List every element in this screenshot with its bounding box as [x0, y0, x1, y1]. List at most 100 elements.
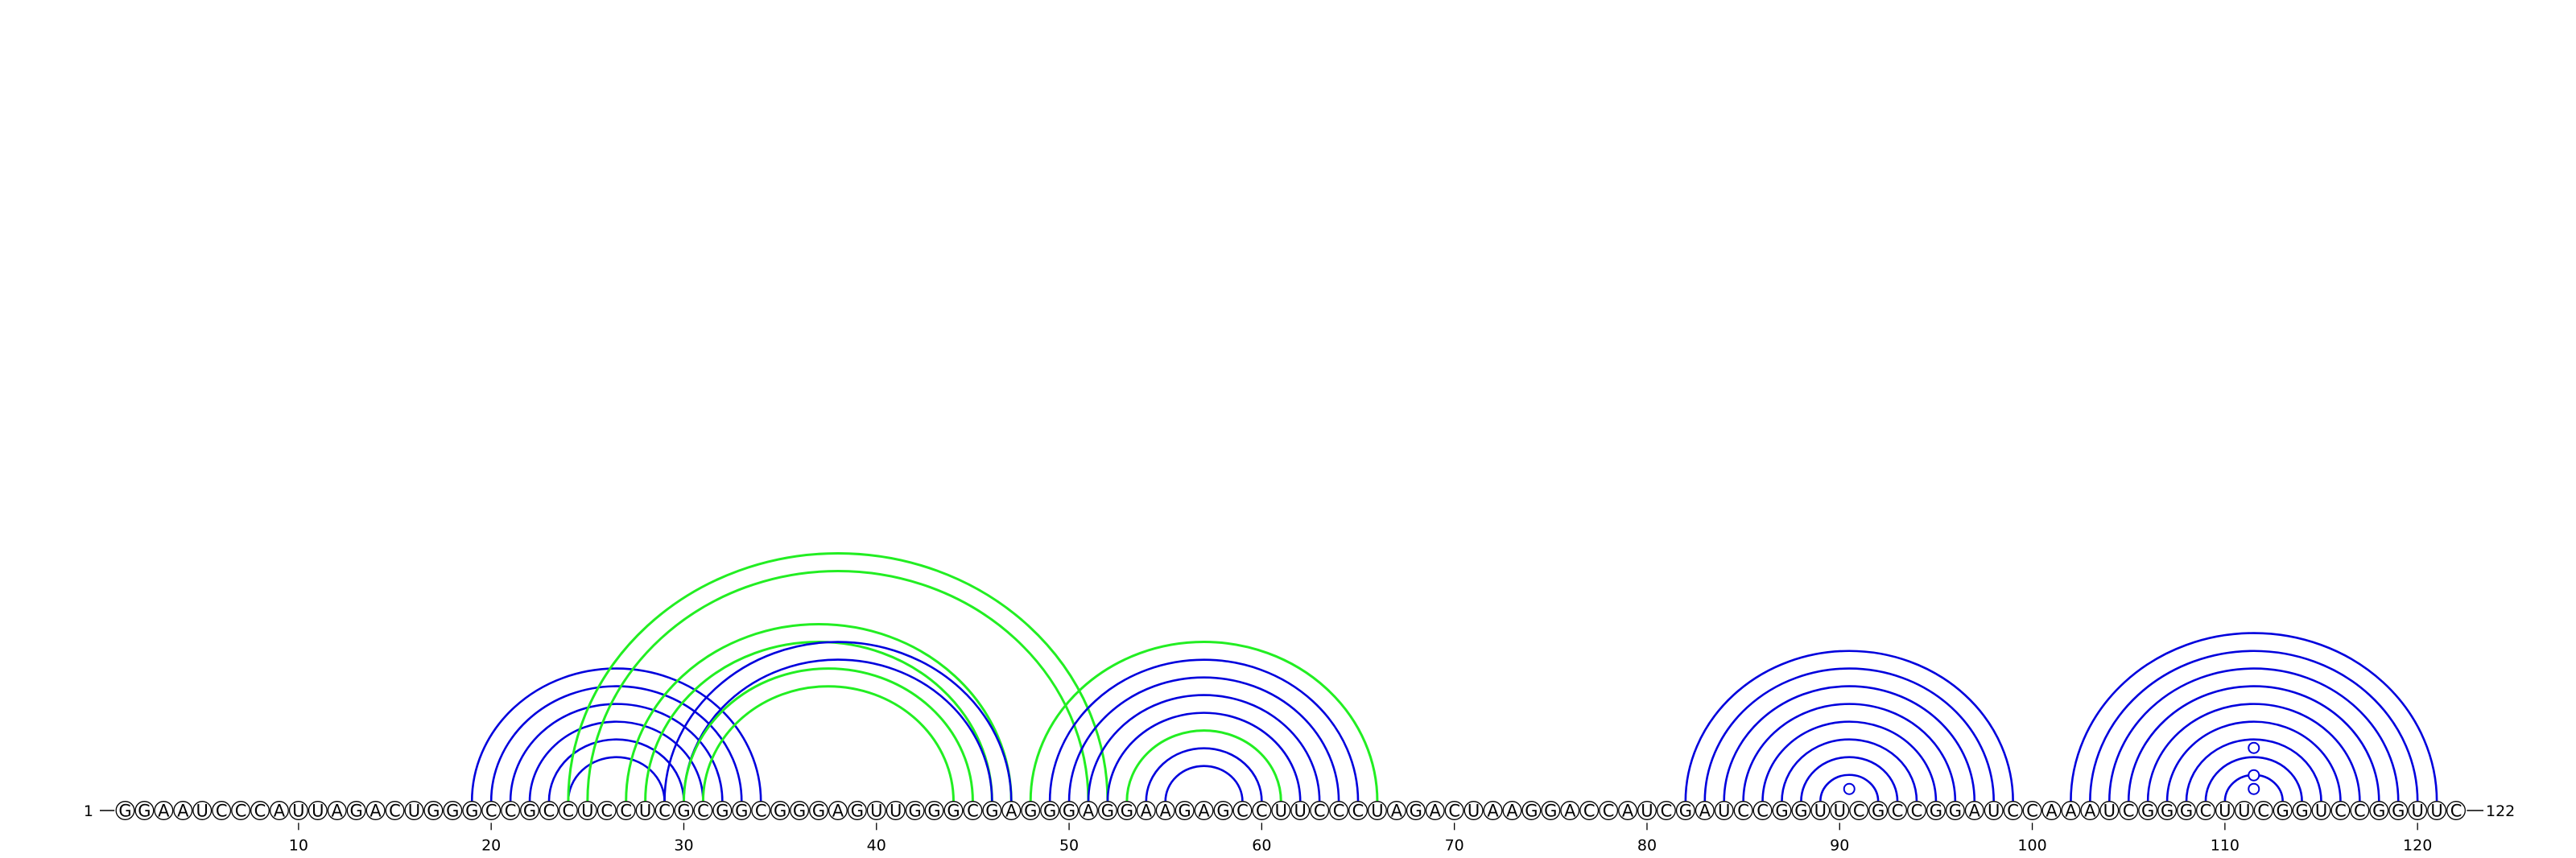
- nucleotide-73: A: [1503, 802, 1521, 821]
- sequence-end-label: 122: [2486, 802, 2515, 820]
- nucleotide-letter: G: [1679, 802, 1692, 821]
- nucleotide-78: C: [1600, 802, 1618, 821]
- nucleotide-62: U: [1291, 802, 1310, 821]
- nucleotide-letter: C: [1853, 802, 1865, 821]
- nucleotide-letter: C: [1314, 802, 1326, 821]
- nucleotide-letter: A: [1391, 802, 1403, 821]
- nucleotide-letter: C: [2007, 802, 2019, 821]
- nucleotide-52: G: [1099, 802, 1117, 821]
- sequence-start-label: 1: [84, 802, 93, 820]
- nucleotide-11: U: [309, 802, 328, 821]
- nucleotide-letter: U: [581, 802, 593, 821]
- nucleotide-109: C: [2197, 802, 2215, 821]
- nucleotide-19: G: [463, 802, 481, 821]
- nucleotide-letter: A: [1430, 802, 1442, 821]
- base-pair-arc-27-47: [626, 625, 1012, 802]
- tick-label-20: 20: [481, 836, 501, 854]
- nucleotide-letter: G: [735, 802, 748, 821]
- nucleotide-84: U: [1715, 802, 1733, 821]
- nucleotide-letter: G: [118, 802, 131, 821]
- nucleotide-121: U: [2428, 802, 2446, 821]
- nucleotide-45: C: [964, 802, 982, 821]
- nucleotide-120: U: [2409, 802, 2427, 821]
- nucleotide-letter: G: [812, 802, 825, 821]
- nucleotide-letter: A: [1969, 802, 1981, 821]
- nucleotide-101: A: [2042, 802, 2061, 821]
- nucleotide-54: A: [1137, 802, 1155, 821]
- nucleotide-32: G: [713, 802, 732, 821]
- nucleotide-letter: U: [1294, 802, 1307, 821]
- nucleotide-47: A: [1002, 802, 1021, 821]
- nucleotide-letter: G: [793, 802, 806, 821]
- nucleotide-letter: G: [1930, 802, 1942, 821]
- nucleotide-letter: G: [1794, 802, 1807, 821]
- nucleotide-70: C: [1445, 802, 1463, 821]
- nucleotide-letter: U: [1371, 802, 1383, 821]
- nucleotide-8: C: [251, 802, 270, 821]
- nucleotide-letter: G: [947, 802, 960, 821]
- nucleotide-112: C: [2254, 802, 2273, 821]
- nucleotide-letter: G: [851, 802, 864, 821]
- nucleotide-letter: C: [2026, 802, 2038, 821]
- nucleotide-letter: G: [1544, 802, 1557, 821]
- nucleotide-48: G: [1022, 802, 1040, 821]
- nucleotide-letter: G: [1024, 802, 1037, 821]
- nucleotide-114: G: [2293, 802, 2311, 821]
- nucleotide-letter: G: [446, 802, 459, 821]
- nucleotide-letter: C: [1256, 802, 1268, 821]
- nucleotide-letter: G: [1121, 802, 1133, 821]
- nucleotide-letter: U: [639, 802, 651, 821]
- nucleotide-letter: C: [254, 802, 266, 821]
- nucleotide-102: A: [2062, 802, 2080, 821]
- base-pair-arc-22-31: [530, 722, 703, 802]
- nucleotide-81: C: [1657, 802, 1676, 821]
- base-pair-arc-52-62: [1108, 713, 1300, 802]
- nucleotide-27: C: [617, 802, 635, 821]
- nucleotide-85: C: [1734, 802, 1752, 821]
- nucleotide-letter: A: [1622, 802, 1634, 821]
- nucleotide-96: G: [1946, 802, 1965, 821]
- nucleotide-119: G: [2389, 802, 2408, 821]
- nucleotide-letter: A: [369, 802, 382, 821]
- nucleotide-5: U: [193, 802, 212, 821]
- nucleotide-letter: G: [2295, 802, 2308, 821]
- nucleotide-7: C: [232, 802, 250, 821]
- base-pair-arc-54-60: [1146, 749, 1262, 802]
- nucleotide-1: G: [116, 802, 134, 821]
- nucleotide-77: C: [1580, 802, 1599, 821]
- nucleotide-letter: C: [697, 802, 709, 821]
- base-pair-arc-48-66: [1030, 642, 1377, 802]
- nucleotide-67: A: [1388, 802, 1406, 821]
- nucleotide-26: C: [597, 802, 616, 821]
- base-pair-arc-55-59: [1166, 766, 1243, 802]
- nucleotide-letter: U: [1718, 802, 1730, 821]
- nucleotide-letter: U: [2238, 802, 2250, 821]
- tick-label-60: 60: [1252, 836, 1271, 854]
- nucleotide-113: G: [2273, 802, 2292, 821]
- nucleotide-letter: U: [1468, 802, 1480, 821]
- nucleotide-50: G: [1060, 802, 1079, 821]
- nucleotide-116: C: [2331, 802, 2350, 821]
- nucleotide-71: U: [1464, 802, 1483, 821]
- nucleotide-letter: G: [677, 802, 690, 821]
- nucleotide-letter: C: [1352, 802, 1364, 821]
- nucleotide-46: G: [983, 802, 1001, 821]
- nucleotide-75: G: [1542, 802, 1560, 821]
- nucleotide-letter: A: [177, 802, 189, 821]
- nucleotide-letter: C: [967, 802, 979, 821]
- nucleotide-letter: G: [2141, 802, 2154, 821]
- nucleotide-letter: G: [1043, 802, 1056, 821]
- loop-marker-1: [2248, 784, 2259, 794]
- tick-label-120: 120: [2403, 836, 2432, 854]
- nucleotide-letter: C: [2257, 802, 2269, 821]
- nucleotide-91: C: [1850, 802, 1868, 821]
- nucleotide-letter: C: [389, 802, 401, 821]
- nucleotide-letter: G: [985, 802, 998, 821]
- nucleotide-letter: C: [2334, 802, 2347, 821]
- nucleotide-15: C: [386, 802, 404, 821]
- nucleotide-40: U: [867, 802, 886, 821]
- nucleotide-117: C: [2351, 802, 2369, 821]
- nucleotide-letter: C: [216, 802, 228, 821]
